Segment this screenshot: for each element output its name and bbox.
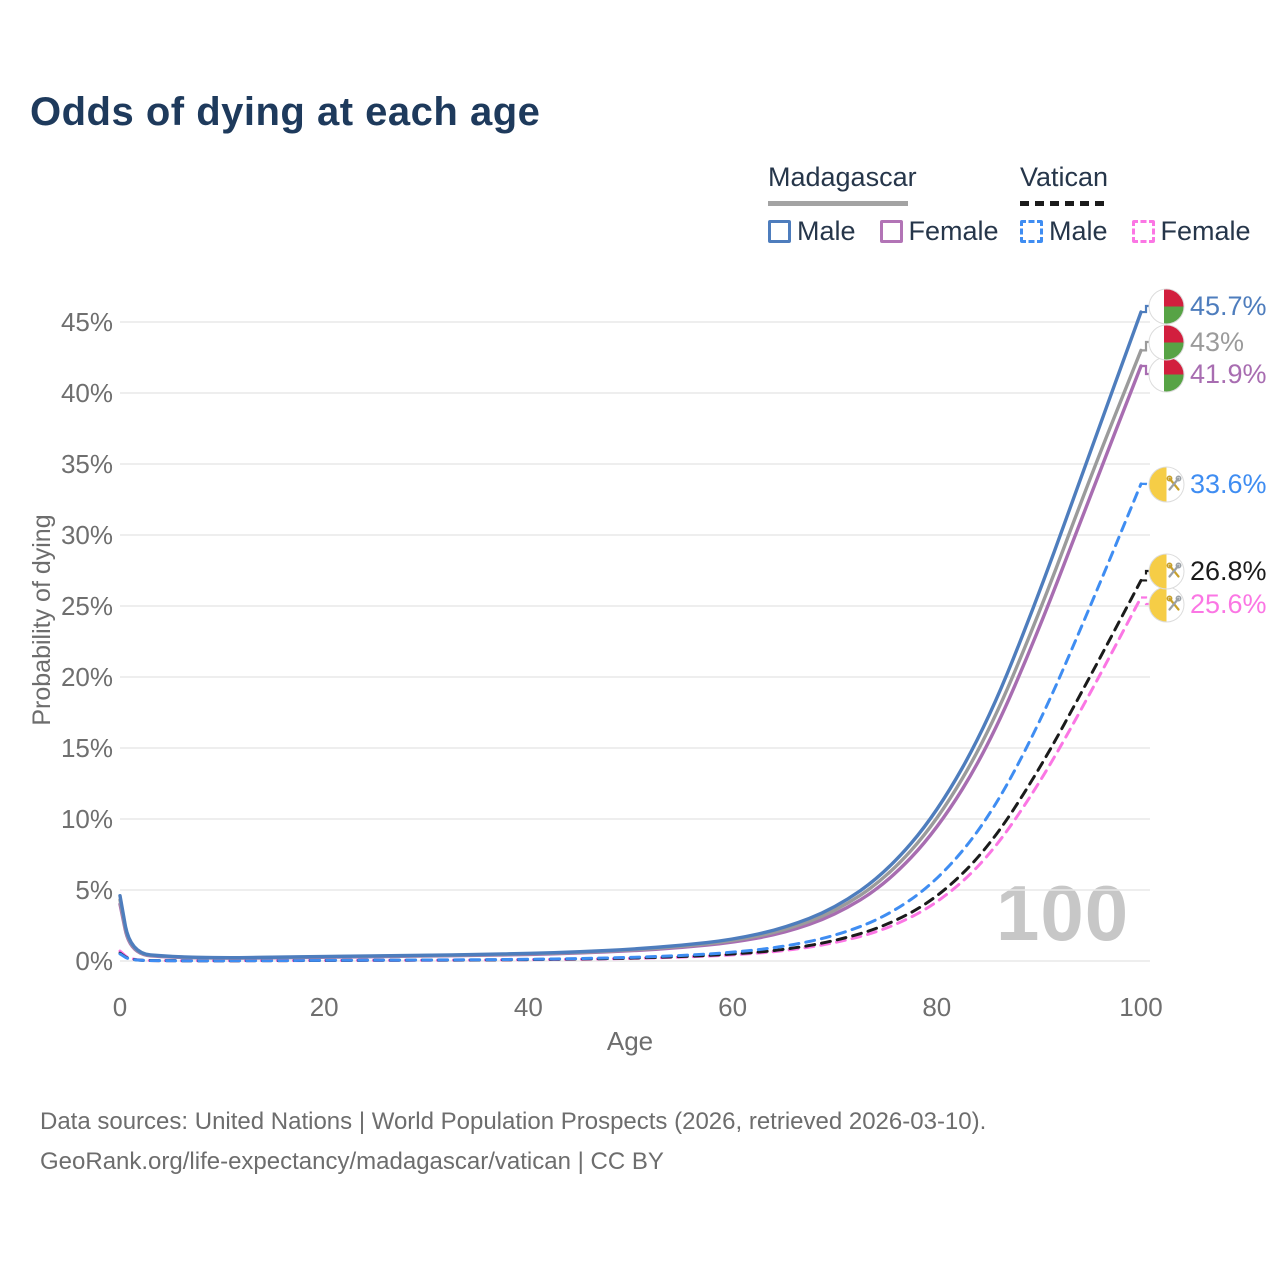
leader-line-mg-male bbox=[1141, 304, 1150, 314]
flag-icon-madagascar bbox=[1148, 324, 1185, 360]
end-value-va-female: 25.6% bbox=[1190, 588, 1267, 619]
legend-item-madagascar-male[interactable]: Male bbox=[768, 216, 856, 247]
leader-line-va-both bbox=[1141, 569, 1150, 582]
legend-item-vatican-female[interactable]: Female bbox=[1131, 216, 1251, 247]
y-tick-40%: 40% bbox=[60, 378, 113, 408]
y-tick-15%: 15% bbox=[60, 733, 113, 763]
chart-title: Odds of dying at each age bbox=[30, 90, 541, 134]
x-tick-60: 60 bbox=[718, 992, 748, 1022]
leader-line-mg-female bbox=[1141, 364, 1150, 376]
x-tick-100: 100 bbox=[1119, 992, 1163, 1022]
x-tick-80: 80 bbox=[922, 992, 952, 1022]
legend-line-style-madagascar bbox=[768, 201, 908, 206]
end-annotation-mg-female: 41.9% bbox=[1148, 356, 1267, 393]
series-line-mg-both[interactable] bbox=[118, 348, 1143, 960]
y-tick-45%: 45% bbox=[60, 307, 113, 337]
legend-label-vatican-female: Female bbox=[1160, 216, 1251, 246]
series-line-va-both[interactable] bbox=[118, 578, 1143, 963]
flag-icon-madagascar bbox=[1148, 288, 1185, 324]
footer-data-sources: Data sources: United Nations | World Pop… bbox=[40, 1108, 987, 1135]
legend-label-madagascar-female: Female bbox=[908, 216, 999, 246]
legend-swatch-madagascar-female[interactable] bbox=[879, 220, 903, 243]
y-tick-20%: 20% bbox=[60, 662, 113, 692]
legend-group-vatican: Vatican Male Female bbox=[1020, 162, 1251, 247]
y-tick-10%: 10% bbox=[60, 804, 113, 834]
y-tick-0%: 0% bbox=[75, 946, 113, 976]
flag-icon-madagascar bbox=[1148, 356, 1185, 392]
end-annotation-va-both: 26.8% bbox=[1148, 553, 1267, 590]
flag-icon-vatican bbox=[1148, 586, 1185, 622]
legend-group-madagascar: Madagascar Male Female bbox=[768, 162, 999, 247]
leader-line-mg-both bbox=[1141, 340, 1150, 352]
end-value-va-male: 33.6% bbox=[1190, 468, 1267, 499]
end-annotation-va-male: 33.6% bbox=[1148, 466, 1267, 503]
series-line-mg-male[interactable] bbox=[118, 310, 1143, 960]
x-axis-title: Age bbox=[606, 1026, 654, 1056]
end-annotation-mg-male: 45.7% bbox=[1148, 288, 1267, 325]
legend-label-vatican-male: Male bbox=[1049, 216, 1108, 246]
legend-swatch-vatican-male[interactable] bbox=[1020, 220, 1043, 243]
y-tick-35%: 35% bbox=[60, 449, 113, 479]
x-tick-0: 0 bbox=[112, 992, 128, 1022]
age-hover-watermark: 100 bbox=[996, 869, 1130, 957]
series-line-va-female[interactable] bbox=[118, 595, 1143, 963]
legend-item-madagascar-female[interactable]: Female bbox=[879, 216, 999, 247]
end-value-mg-male: 45.7% bbox=[1190, 290, 1267, 321]
end-value-mg-both: 43% bbox=[1190, 326, 1245, 357]
leader-line-va-female bbox=[1141, 596, 1150, 606]
flag-icon-vatican bbox=[1148, 553, 1185, 589]
series-line-va-male[interactable] bbox=[118, 482, 1143, 963]
legend-label-madagascar-male: Male bbox=[797, 216, 856, 246]
end-annotation-va-female: 25.6% bbox=[1148, 586, 1267, 623]
series-line-mg-female[interactable] bbox=[118, 364, 1143, 960]
end-value-va-both: 26.8% bbox=[1190, 555, 1267, 586]
y-tick-25%: 25% bbox=[60, 591, 113, 621]
footer-attribution-link[interactable]: GeoRank.org/life-expectancy/madagascar/v… bbox=[40, 1148, 664, 1175]
end-annotation-mg-both: 43% bbox=[1148, 324, 1244, 361]
flag-icon-vatican bbox=[1148, 466, 1185, 502]
x-tick-20: 20 bbox=[309, 992, 339, 1022]
legend-country-madagascar[interactable]: Madagascar bbox=[768, 162, 917, 192]
legend-swatch-vatican-female[interactable] bbox=[1131, 220, 1155, 243]
legend-line-style-vatican bbox=[1020, 201, 1106, 206]
legend-country-vatican[interactable]: Vatican bbox=[1020, 162, 1109, 192]
end-value-mg-female: 41.9% bbox=[1190, 358, 1267, 389]
legend-item-vatican-male[interactable]: Male bbox=[1020, 216, 1108, 247]
x-tick-40: 40 bbox=[513, 992, 543, 1022]
y-tick-30%: 30% bbox=[60, 520, 113, 550]
y-tick-5%: 5% bbox=[75, 875, 113, 905]
legend-swatch-madagascar-male[interactable] bbox=[768, 220, 791, 243]
